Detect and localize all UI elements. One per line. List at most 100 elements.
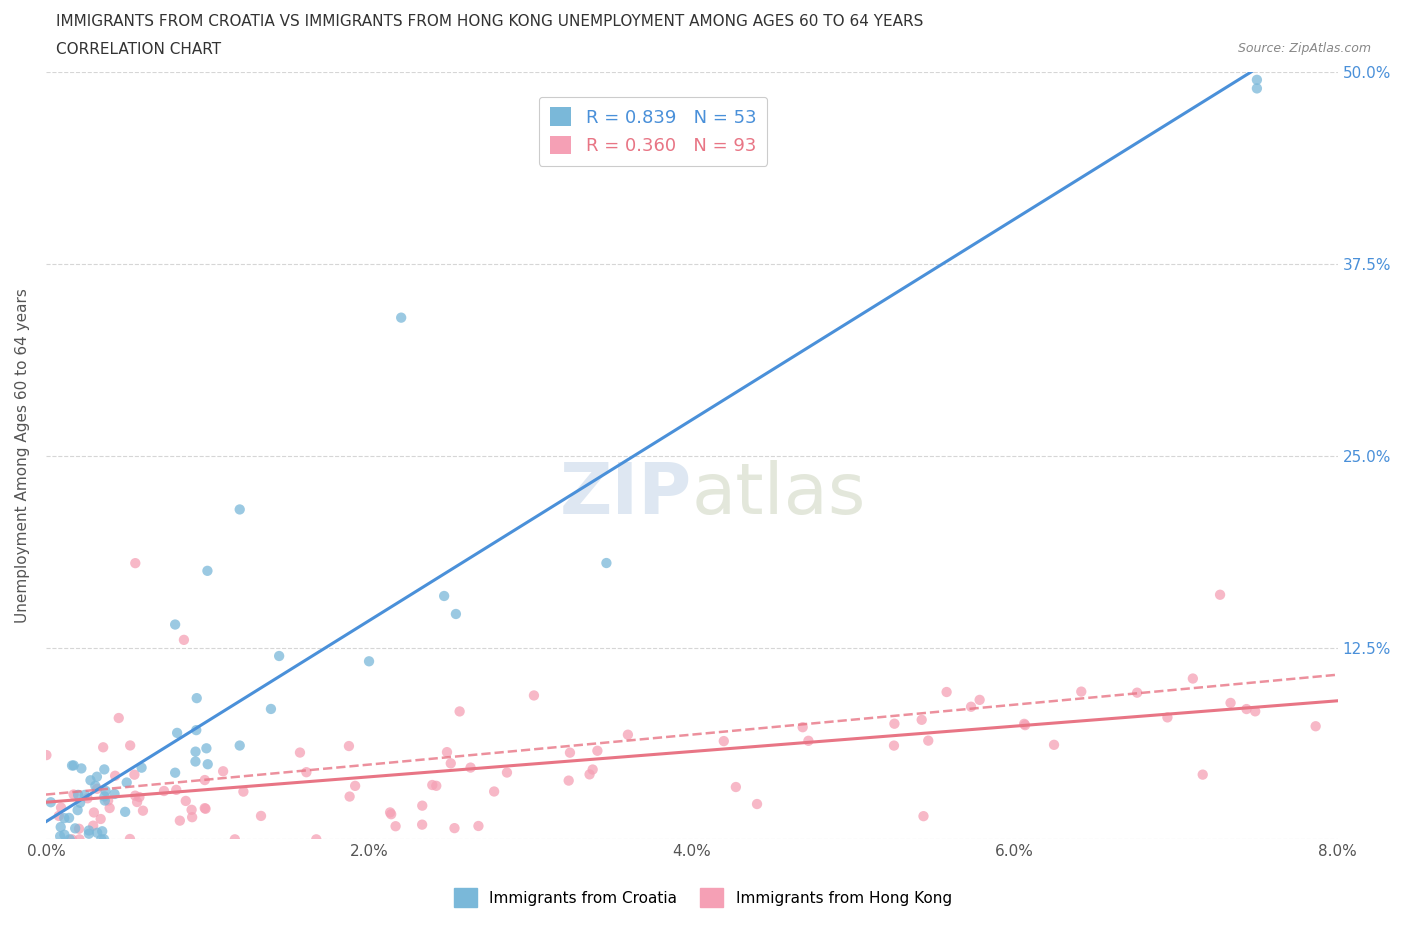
Point: [384, 818, 406, 833]
Point: [232, 784, 254, 799]
Point: [295, 764, 318, 779]
Point: [586, 743, 609, 758]
Point: [228, 738, 250, 753]
Point: [77, 827, 100, 842]
Point: [411, 798, 433, 813]
Point: [49, 829, 72, 844]
Point: [73, 788, 96, 803]
Point: [792, 720, 814, 735]
Point: [1191, 767, 1213, 782]
Point: [912, 809, 935, 824]
Point: [195, 741, 218, 756]
Point: [1043, 737, 1066, 752]
Point: [960, 699, 983, 714]
Point: [557, 773, 579, 788]
Legend: Immigrants from Croatia, Immigrants from Hong Kong: Immigrants from Croatia, Immigrants from…: [449, 883, 957, 913]
Point: [1126, 685, 1149, 700]
Point: [60, 758, 83, 773]
Point: [82, 818, 104, 833]
Point: [460, 760, 482, 775]
Point: [53, 828, 76, 843]
Y-axis label: Unemployment Among Ages 60 to 64 years: Unemployment Among Ages 60 to 64 years: [15, 288, 30, 623]
Point: [337, 738, 360, 753]
Point: [269, 648, 291, 663]
Point: [433, 589, 456, 604]
Point: [260, 701, 283, 716]
Point: [443, 820, 465, 835]
Point: [127, 794, 149, 809]
Point: [558, 745, 581, 760]
Point: [58, 810, 80, 825]
Point: [86, 825, 108, 840]
Point: [49, 819, 72, 834]
Point: [1236, 701, 1258, 716]
Point: [582, 762, 605, 777]
Point: [935, 684, 957, 699]
Point: [124, 556, 146, 571]
Point: [1246, 73, 1268, 87]
Point: [380, 807, 402, 822]
Point: [63, 821, 86, 836]
Point: [224, 832, 246, 847]
Point: [344, 778, 367, 793]
Point: [595, 555, 617, 570]
Point: [228, 502, 250, 517]
Point: [288, 745, 311, 760]
Point: [883, 716, 905, 731]
Point: [197, 757, 219, 772]
Point: [1012, 716, 1035, 731]
Point: [184, 744, 207, 759]
Point: [169, 813, 191, 828]
Point: [389, 311, 412, 325]
Point: [197, 564, 219, 578]
Point: [90, 812, 112, 827]
Point: [745, 797, 768, 812]
Point: [66, 803, 89, 817]
Point: [84, 778, 107, 793]
Point: [132, 804, 155, 818]
Text: atlas: atlas: [692, 459, 866, 528]
Point: [797, 734, 820, 749]
Point: [86, 781, 108, 796]
Point: [181, 810, 204, 825]
Point: [173, 632, 195, 647]
Point: [86, 769, 108, 784]
Point: [186, 691, 208, 706]
Point: [166, 725, 188, 740]
Point: [49, 800, 72, 815]
Point: [713, 734, 735, 749]
Point: [62, 758, 84, 773]
Point: [94, 793, 117, 808]
Point: [83, 805, 105, 820]
Point: [97, 793, 120, 808]
Point: [60, 832, 83, 847]
Point: [1246, 81, 1268, 96]
Point: [53, 811, 76, 826]
Point: [186, 723, 208, 737]
Point: [194, 801, 217, 816]
Point: [35, 748, 58, 763]
Point: [180, 803, 202, 817]
Point: [93, 762, 115, 777]
Point: [1181, 671, 1204, 686]
Point: [128, 790, 150, 804]
Point: [62, 787, 84, 802]
Point: [578, 767, 600, 782]
Point: [1219, 696, 1241, 711]
Point: [724, 779, 747, 794]
Point: [69, 795, 91, 810]
Point: [523, 688, 546, 703]
Point: [67, 821, 90, 836]
Point: [114, 804, 136, 819]
Point: [184, 754, 207, 769]
Point: [103, 787, 125, 802]
Point: [357, 654, 380, 669]
Point: [165, 618, 187, 632]
Point: [969, 693, 991, 708]
Text: Source: ZipAtlas.com: Source: ZipAtlas.com: [1237, 42, 1371, 55]
Point: [131, 760, 153, 775]
Point: [77, 823, 100, 838]
Point: [39, 795, 62, 810]
Point: [496, 765, 519, 780]
Point: [883, 738, 905, 753]
